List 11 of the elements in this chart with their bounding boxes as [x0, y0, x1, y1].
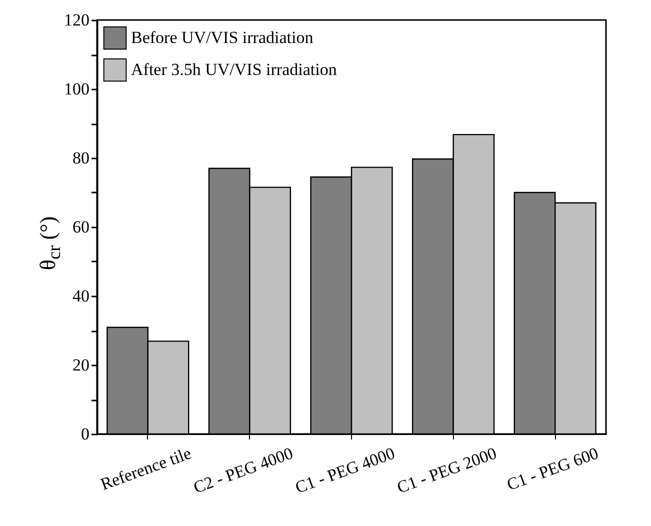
y-tick-label: 40	[72, 286, 90, 306]
y-tick-label: 60	[72, 218, 90, 236]
y-tick-label: 80	[72, 148, 90, 168]
y-tick-label: 100	[64, 80, 90, 98]
legend-label: After 3.5h UV/VIS irradiation	[131, 60, 338, 79]
x-tick-label: C1 - PEG 600	[504, 444, 601, 494]
y-tick-label: 20	[72, 356, 90, 374]
y-tick-label: 120	[64, 10, 90, 30]
x-tick-label: C1 - PEG 2000	[394, 444, 500, 498]
legend-label: Before UV/VIS irradiation	[131, 28, 314, 47]
y-tick-label: 0	[81, 424, 90, 444]
